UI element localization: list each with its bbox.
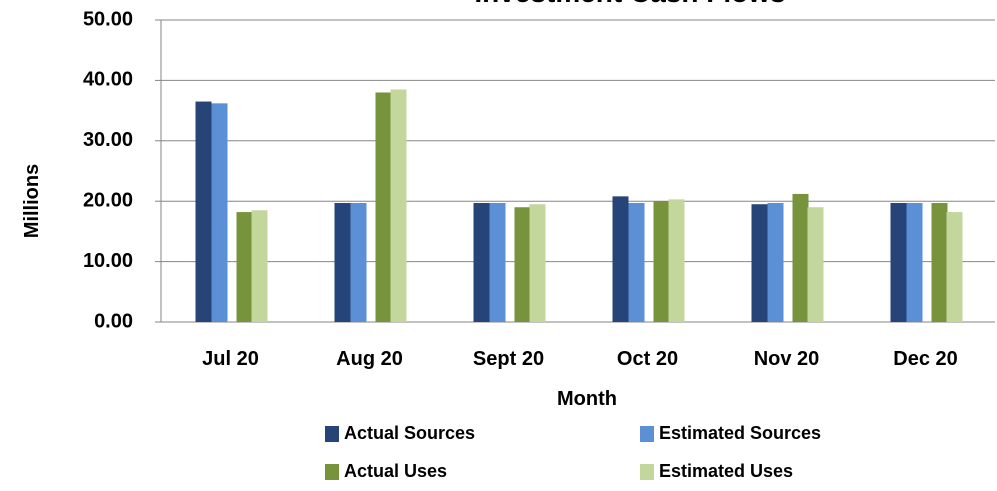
x-tick-label: Sept 20 xyxy=(473,348,544,370)
legend-label: Actual Uses xyxy=(344,461,447,481)
y-tick-label: 10.00 xyxy=(83,250,133,272)
bar xyxy=(334,203,351,322)
bar xyxy=(612,196,629,322)
legend-swatch xyxy=(640,464,654,480)
bar xyxy=(807,207,824,322)
bar xyxy=(390,89,407,323)
y-tick-label: 0.00 xyxy=(94,310,133,332)
bar xyxy=(653,201,670,322)
x-tick-label: Aug 20 xyxy=(336,348,403,370)
bar xyxy=(628,203,645,322)
bar xyxy=(890,203,907,322)
legend-swatch xyxy=(640,426,654,442)
x-axis-label: Month xyxy=(557,388,617,410)
legend-swatch xyxy=(325,464,339,480)
bar xyxy=(946,212,963,322)
bar xyxy=(236,212,253,322)
x-tick-label: Jul 20 xyxy=(202,348,259,370)
bar xyxy=(767,203,784,322)
bar xyxy=(375,92,392,322)
bar xyxy=(529,204,546,322)
bar xyxy=(668,199,685,322)
legend-label: Actual Sources xyxy=(344,423,475,443)
bar xyxy=(473,203,490,322)
bar xyxy=(751,204,768,322)
bar xyxy=(195,101,212,322)
bar xyxy=(514,207,531,322)
bar xyxy=(792,193,809,322)
legend-label: Estimated Sources xyxy=(659,423,821,443)
bar xyxy=(211,103,228,323)
bar xyxy=(931,203,948,322)
y-tick-label: 30.00 xyxy=(83,129,133,151)
x-tick-label: Nov 20 xyxy=(754,348,820,370)
bar xyxy=(251,210,268,322)
chart-title: Investment Cash Flows xyxy=(474,0,785,8)
bar xyxy=(350,203,367,322)
bar xyxy=(489,203,506,322)
y-tick-label: 40.00 xyxy=(83,69,133,91)
x-tick-label: Dec 20 xyxy=(893,348,958,370)
x-tick-label: Oct 20 xyxy=(617,348,678,370)
y-axis-label: Millions xyxy=(21,164,43,238)
legend-swatch xyxy=(325,426,339,442)
y-tick-label: 50.00 xyxy=(83,8,133,30)
y-tick-label: 20.00 xyxy=(83,189,133,211)
bar xyxy=(906,203,923,322)
legend-label: Estimated Uses xyxy=(659,461,793,481)
